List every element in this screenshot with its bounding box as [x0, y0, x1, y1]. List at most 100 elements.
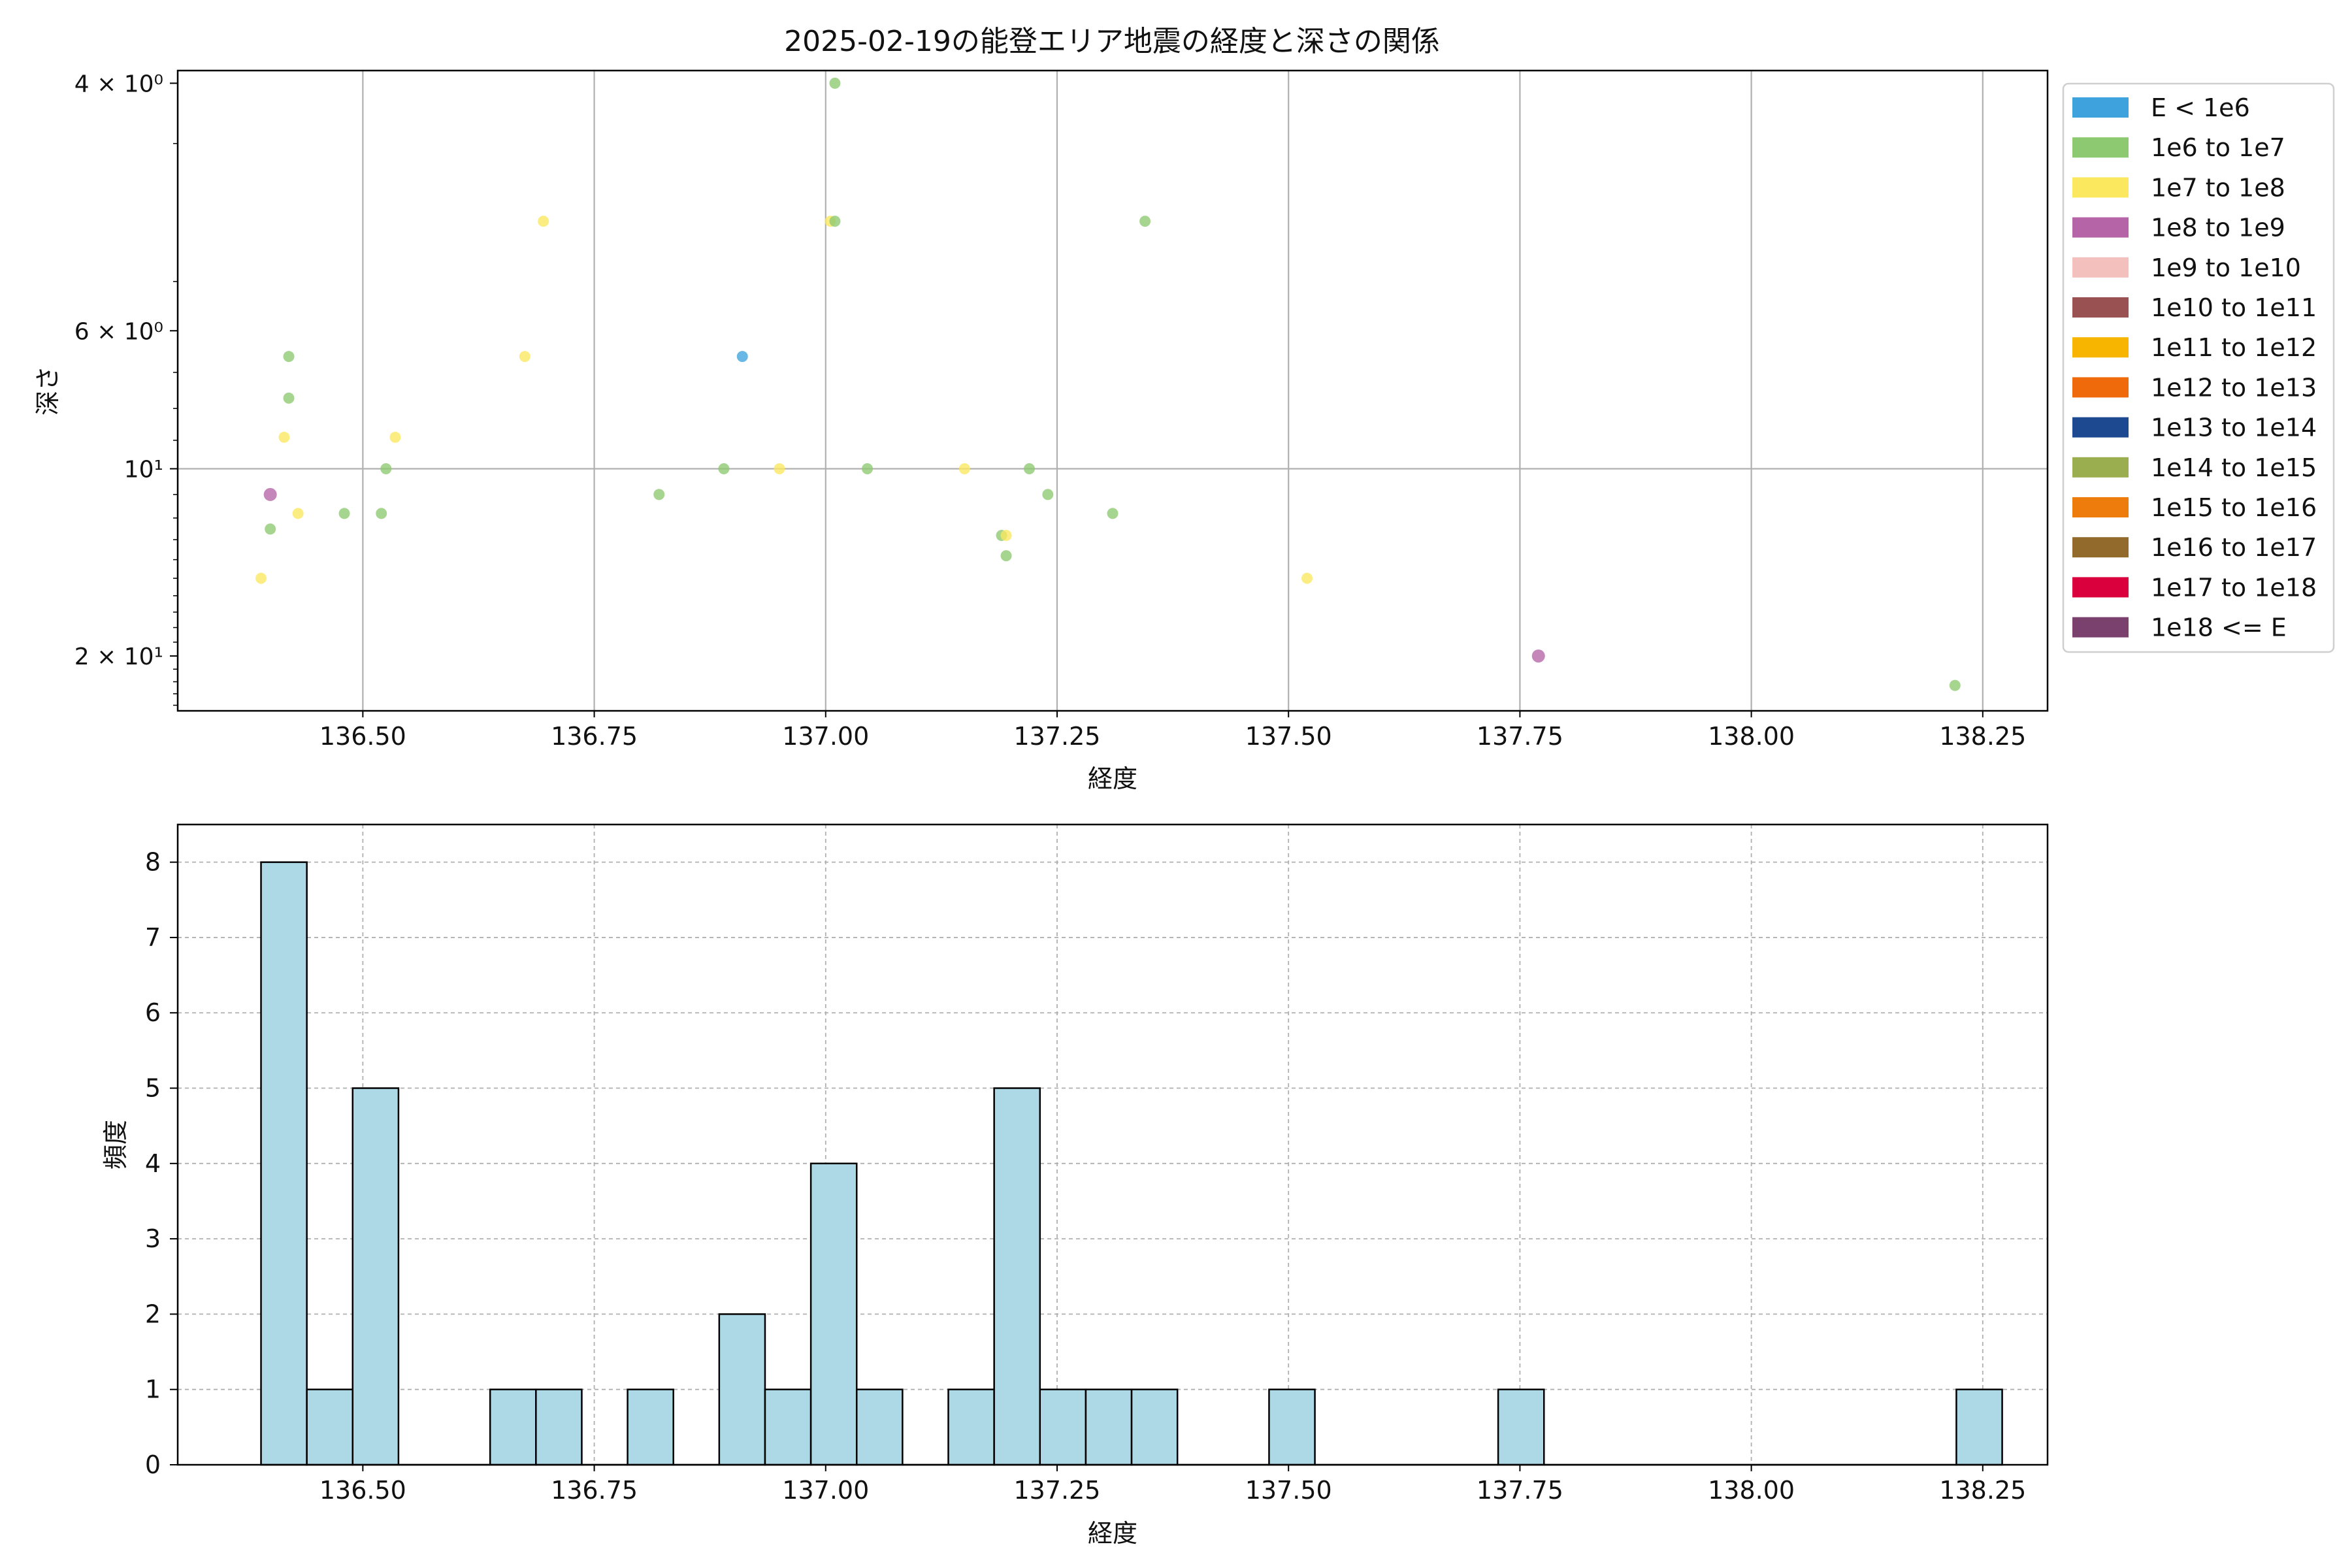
legend-label-6: 1e11 to 1e12: [2151, 333, 2317, 362]
scatter-point-11: [519, 351, 531, 363]
scatter-point-29: [1301, 572, 1313, 584]
histogram-y-tick-label-6: 6: [145, 998, 161, 1027]
histogram-bar-0: [260, 861, 308, 1466]
histogram-bar-22: [1268, 1388, 1316, 1466]
histogram-bar-10: [718, 1313, 766, 1466]
legend-swatch-9: [2072, 457, 2129, 478]
histogram-plot-frame: [176, 823, 2049, 1466]
histogram-x-tick-label-1: 136.75: [551, 1476, 638, 1505]
histogram-bar-11: [764, 1388, 812, 1466]
histogram-y-tick-label-0: 0: [145, 1450, 161, 1479]
legend-swatch-3: [2072, 217, 2129, 238]
legend-swatch-7: [2072, 377, 2129, 398]
histogram-y-tick-label-2: 2: [145, 1299, 161, 1328]
scatter-point-7: [338, 508, 350, 519]
legend-label-12: 1e17 to 1e18: [2151, 573, 2317, 602]
scatter-point-10: [389, 431, 401, 443]
legend-swatch-11: [2072, 537, 2129, 558]
legend-swatch-2: [2072, 177, 2129, 198]
scatter-x-tick-label-2: 137.00: [782, 722, 869, 751]
histogram-x-ticks: 136.50 136.75 137.00 137.25 137.50 137.75 138.…: [319, 1465, 2026, 1505]
scatter-point-19: [829, 77, 841, 89]
scatter-y-tick-label-0: 4 × 10⁰: [74, 71, 163, 97]
scatter-y-tick-label-1: 6 × 10⁰: [74, 318, 163, 345]
legend-label-11: 1e16 to 1e17: [2151, 533, 2317, 562]
histogram-bar-8: [627, 1388, 674, 1466]
legend-label-0: E < 1e6: [2151, 93, 2250, 122]
scatter-point-18: [829, 216, 841, 227]
scatter-y-axis-label: 深さ: [33, 366, 62, 416]
histogram-bars: [260, 861, 2003, 1466]
legend-label-5: 1e10 to 1e11: [2151, 293, 2317, 322]
histogram-x-tick-label-2: 137.00: [782, 1476, 869, 1505]
legend-swatch-1: [2072, 137, 2129, 158]
histogram-x-tick-label-7: 138.25: [1939, 1476, 2026, 1505]
histogram-bar-6: [535, 1388, 583, 1466]
histogram-x-tick-label-4: 137.50: [1245, 1476, 1332, 1505]
histogram-bar-18: [1085, 1388, 1133, 1466]
scatter-point-24: [1000, 550, 1012, 562]
histogram-bar-17: [1039, 1388, 1087, 1466]
legend-label-9: 1e14 to 1e15: [2151, 453, 2317, 482]
legend-swatch-12: [2072, 577, 2129, 598]
scatter-point-25: [1023, 463, 1035, 474]
scatter-panel: 136.50 136.75 137.00 137.25 137.50 137.75 138.…: [33, 69, 2049, 793]
legend-label-3: 1e8 to 1e9: [2151, 214, 2285, 242]
histogram-y-tick-label-4: 4: [145, 1149, 161, 1178]
legend-frame: [2062, 82, 2335, 653]
scatter-point-2: [263, 487, 277, 501]
scatter-plot-frame: [176, 69, 2049, 712]
scatter-point-14: [718, 463, 730, 474]
histogram-y-tick-label-7: 7: [145, 923, 161, 952]
histogram-panel: 136.50 136.75 137.00 137.25 137.50 137.75 138.…: [101, 823, 2049, 1548]
histogram-bar-12: [809, 1162, 858, 1466]
scatter-point-28: [1139, 216, 1151, 227]
histogram-x-tick-label-6: 138.00: [1708, 1476, 1795, 1505]
histogram-x-axis-label: 経度: [1088, 1519, 1137, 1548]
histogram-bar-16: [993, 1087, 1041, 1466]
legend-swatch-10: [2072, 497, 2129, 517]
scatter-point-5: [278, 431, 290, 443]
scatter-point-4: [283, 392, 295, 404]
histogram-bar-27: [1497, 1388, 1545, 1466]
scatter-points: [255, 77, 1961, 691]
scatter-x-axis-label: 経度: [1088, 764, 1137, 793]
legend-label-10: 1e15 to 1e16: [2151, 493, 2317, 522]
legend-label-1: 1e6 to 1e7: [2151, 133, 2285, 162]
histogram-y-tick-label-8: 8: [145, 848, 161, 877]
scatter-x-tick-label-7: 138.25: [1939, 722, 2026, 751]
scatter-x-tick-label-5: 137.75: [1477, 722, 1563, 751]
scatter-point-13: [653, 489, 665, 500]
legend-label-7: 1e12 to 1e13: [2151, 373, 2317, 402]
scatter-x-tick-label-0: 136.50: [319, 722, 406, 751]
scatter-point-30: [1531, 649, 1545, 663]
scatter-point-3: [283, 351, 295, 363]
scatter-x-ticks: 136.50 136.75 137.00 137.25 137.50 137.75 138.…: [319, 711, 2026, 751]
histogram-bar-15: [947, 1388, 995, 1466]
scatter-x-tick-label-4: 137.50: [1245, 722, 1332, 751]
scatter-point-16: [774, 463, 785, 474]
scatter-point-15: [736, 351, 748, 363]
scatter-x-tick-label-3: 137.25: [1014, 722, 1101, 751]
histogram-y-ticks: 0 1 2 3 4 5 6 7 8: [145, 848, 178, 1479]
legend-swatch-8: [2072, 417, 2129, 438]
scatter-point-12: [538, 216, 549, 227]
legend-label-2: 1e7 to 1e8: [2151, 173, 2285, 202]
scatter-grid: [178, 71, 2048, 711]
scatter-y-tick-label-2: 10¹: [124, 456, 163, 483]
legend-items: E < 1e6 1e6 to 1e7 1e7 to 1e8 1e8 to 1e9 1e9…: [2072, 93, 2317, 642]
legend-label-8: 1e13 to 1e14: [2151, 414, 2317, 442]
histogram-bar-19: [1130, 1388, 1179, 1466]
legend-swatch-4: [2072, 257, 2129, 278]
scatter-point-26: [1042, 489, 1054, 500]
histogram-bar-13: [855, 1388, 904, 1466]
histogram-y-tick-label-1: 1: [145, 1375, 161, 1404]
legend-swatch-13: [2072, 617, 2129, 638]
scatter-point-21: [958, 463, 970, 474]
scatter-point-8: [376, 508, 387, 519]
legend-swatch-5: [2072, 297, 2129, 318]
histogram-bar-5: [489, 1388, 537, 1466]
legend: E < 1e6 1e6 to 1e7 1e7 to 1e8 1e8 to 1e9 1e9…: [2062, 82, 2335, 653]
legend-swatch-0: [2072, 97, 2129, 118]
